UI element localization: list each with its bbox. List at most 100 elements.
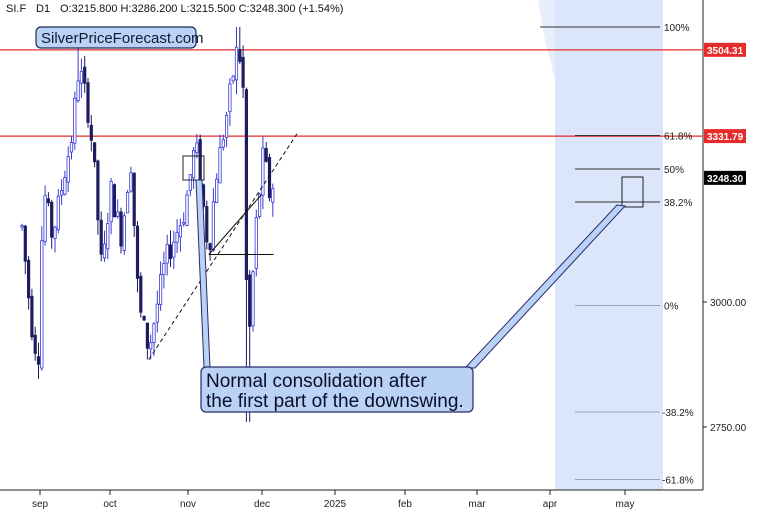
candle-body (126, 192, 130, 214)
candle-body (36, 356, 41, 365)
candle-body (257, 193, 262, 217)
candle-body (109, 180, 113, 223)
watermark-box (35, 26, 197, 49)
october-consolidation-box (182, 155, 205, 181)
candle-body (224, 115, 229, 138)
candle-body (205, 206, 209, 243)
annotation-line-1: Normal consolidation after (206, 371, 427, 392)
candle-body (83, 66, 87, 84)
candle-body (132, 172, 136, 226)
candle-body (139, 275, 143, 313)
candle-body (211, 201, 215, 251)
candle-body (162, 263, 166, 276)
candle-body (261, 147, 265, 196)
symbol-label: SI.F (6, 3, 26, 15)
candle-body (69, 142, 74, 153)
candle-body (238, 49, 242, 62)
candle-body (66, 156, 70, 183)
candle-body (208, 243, 212, 251)
candle-body (142, 316, 146, 321)
watermark-text: SilverPriceForecast.com (41, 30, 204, 47)
ohlc-readout: O:3215.800 H:3286.200 L:3215.500 C:3248.… (60, 3, 343, 15)
fibonacci-zone-shadow (538, 0, 555, 80)
price-badge (704, 42, 746, 57)
candle-body (264, 148, 268, 162)
annotation-box (200, 366, 474, 413)
y-tick-label: 3000.00 (710, 298, 747, 309)
candle-body (129, 172, 133, 192)
candle-body (248, 274, 252, 327)
candle-body (221, 139, 225, 148)
price-badge (704, 170, 746, 185)
candle-body (26, 259, 31, 299)
x-tick-label: mar (468, 499, 486, 510)
candle-body (228, 83, 232, 113)
timeframe-label: D1 (36, 3, 50, 15)
candle-body (50, 201, 54, 238)
x-tick-label: oct (103, 499, 117, 510)
candle-body (56, 195, 60, 231)
candle-body (152, 323, 156, 343)
x-tick-label: may (616, 499, 635, 510)
price-badge (704, 129, 746, 144)
candle-body (191, 149, 196, 179)
candle-body (185, 194, 189, 226)
candle-body (33, 334, 37, 354)
candle-body (145, 322, 149, 349)
candle-body (231, 75, 235, 82)
fib-level-label: 61.8% (664, 132, 692, 143)
candle-body (251, 271, 255, 327)
candle-body (112, 184, 116, 218)
fib-level-label: -38.2% (662, 408, 694, 419)
candle-body (165, 243, 169, 264)
dashed-channel-line (148, 131, 299, 360)
candle-body (43, 195, 47, 242)
x-tick-label: feb (398, 499, 412, 510)
candle-body (20, 225, 24, 228)
x-tick-label: nov (180, 499, 196, 510)
annotation-line-2: the first part of the downswing. (206, 391, 464, 412)
candle-body (155, 303, 159, 323)
candle-body (168, 244, 173, 260)
may-consolidation-box (621, 176, 644, 208)
candle-body (106, 223, 110, 250)
candle-body (30, 295, 34, 338)
fibonacci-zone (555, 0, 663, 490)
candle-body (182, 222, 186, 225)
candle-body (175, 231, 179, 243)
candle-body (178, 225, 182, 238)
candle-body (122, 215, 126, 251)
fib-level-label: 38.2% (664, 198, 692, 209)
candle-body (93, 142, 97, 163)
x-tick-label: apr (543, 499, 558, 510)
candle-body (96, 160, 100, 221)
candle-body (135, 225, 140, 279)
price-badge-label: 3331.79 (707, 132, 744, 143)
candle-body (119, 211, 123, 247)
candle-body (53, 226, 57, 240)
candle-body (76, 80, 80, 102)
x-tick-label: dec (254, 499, 270, 510)
candle-body (271, 188, 275, 203)
fib-level-label: 100% (664, 23, 690, 34)
candle-body (241, 56, 245, 88)
candle-body (89, 124, 93, 141)
candle-body (40, 240, 44, 369)
y-tick-label: 2750.00 (710, 423, 747, 434)
fib-level-label: 0% (664, 302, 679, 313)
price-badge-label: 3504.31 (707, 46, 744, 57)
fib-level-label: -61.8% (662, 476, 694, 487)
support-trendline (208, 194, 262, 255)
x-tick-label: sep (32, 499, 49, 510)
candle-body (158, 274, 163, 305)
candle-body (172, 241, 176, 258)
candle-body (188, 174, 192, 191)
candle-body (73, 97, 77, 144)
candle-body (46, 198, 51, 204)
candle-body (99, 219, 103, 255)
candle-body (215, 178, 219, 204)
candle-body (218, 147, 222, 184)
candle-body (195, 142, 199, 153)
candle-body (254, 217, 258, 269)
